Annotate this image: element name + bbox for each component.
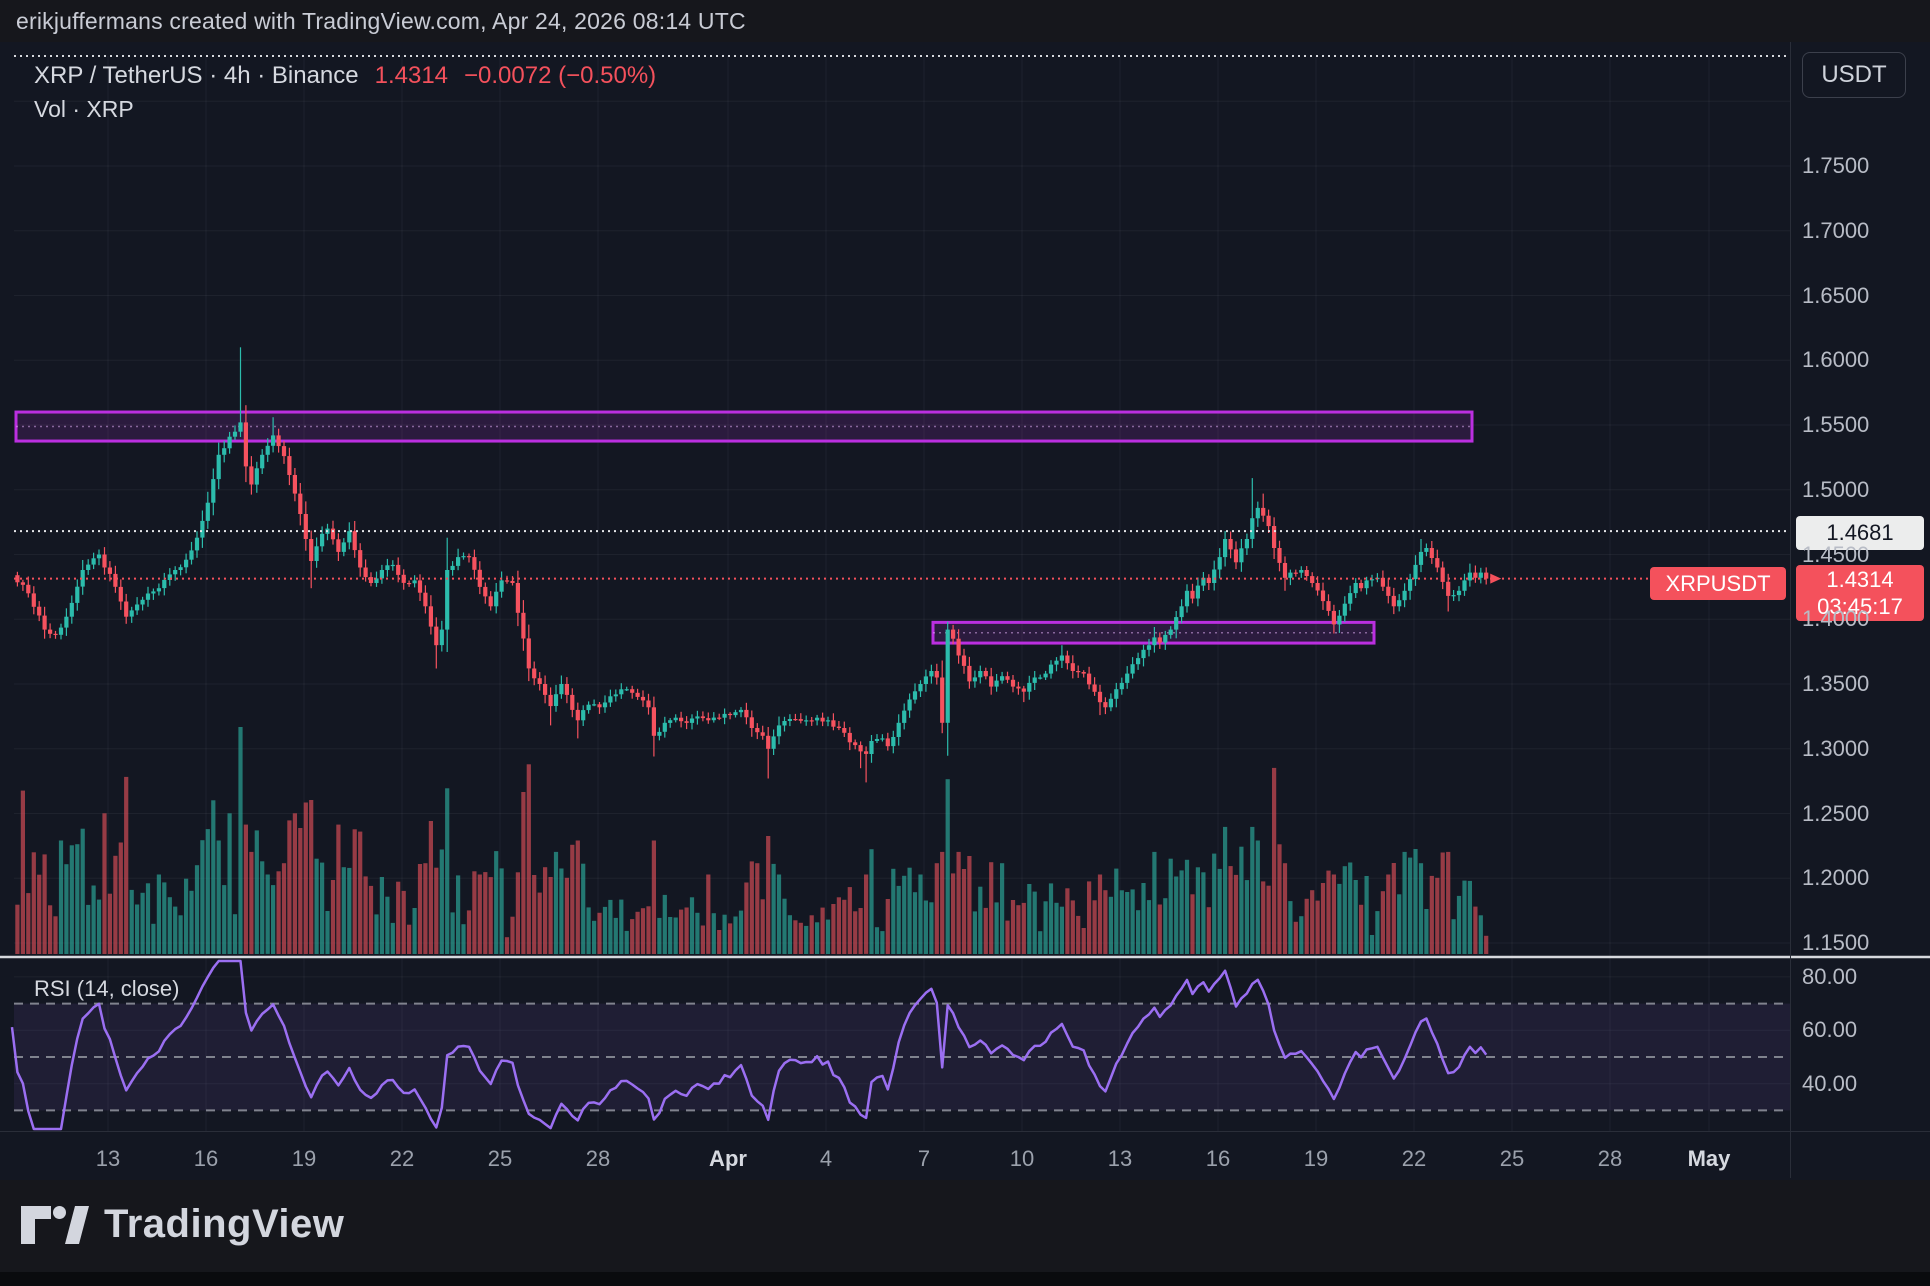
price-scale-label: 1.2000 [1802, 865, 1870, 891]
last-price-value: 1.4314 [374, 62, 449, 89]
time-axis-label: 25 [487, 1146, 513, 1171]
time-axis-label: 25 [1499, 1146, 1525, 1171]
currency-toggle-button[interactable]: USDT [1802, 52, 1906, 98]
time-axis-label: 22 [389, 1146, 415, 1171]
time-axis-label: 28 [1597, 1146, 1623, 1171]
price-scale-label: 1.6000 [1802, 347, 1870, 373]
last-price-marker-value: 1.4314 [1826, 567, 1894, 592]
time-axis-label: 13 [95, 1146, 121, 1171]
price-scale-label: 1.7000 [1802, 217, 1870, 243]
time-axis-label: 10 [1009, 1146, 1035, 1171]
symbol-legend[interactable]: XRP / TetherUS · 4h · Binance 1.4314 −0.… [34, 62, 656, 90]
price-scale-label: 1.5500 [1802, 412, 1870, 437]
rsi-scale-label: 40.00 [1802, 1070, 1858, 1096]
time-axis-label: 28 [585, 1146, 611, 1171]
price-marker-white: 1.4681 [1796, 516, 1924, 550]
price-scale-label: 1.3000 [1802, 735, 1870, 761]
tradingview-wordmark: TradingView [104, 1202, 345, 1246]
time-axis-label: 22 [1401, 1146, 1427, 1171]
time-axis-label: 16 [1205, 1146, 1231, 1171]
rsi-scale-label: 60.00 [1802, 1017, 1858, 1043]
price-scale-label: 1.6500 [1802, 282, 1870, 308]
last-price-arrow-icon [1490, 573, 1502, 584]
volume-bars [15, 727, 1489, 955]
drawing-rectangle[interactable] [14, 410, 1474, 443]
price-scale-label: 1.3500 [1802, 671, 1870, 696]
rsi-line [10, 959, 1488, 1131]
time-axis-label: 7 [917, 1146, 931, 1171]
footer: TradingView [0, 1180, 1930, 1272]
last-price-symbol-tag: XRPUSDT [1650, 567, 1786, 600]
candles [15, 347, 1489, 783]
last-price-marker: 1.4314 03:45:17 [1796, 565, 1924, 621]
symbol-title[interactable]: XRP / TetherUS · 4h · Binance [34, 62, 359, 89]
time-axis-label: Apr [709, 1146, 747, 1171]
price-change-value: −0.0072 (−0.50%) [464, 62, 657, 89]
attribution-text: erikjuffermans created with TradingView.… [16, 8, 746, 34]
time-axis-label: 19 [291, 1146, 317, 1171]
grid [14, 56, 1790, 1131]
volume-indicator-legend[interactable]: Vol · XRP [34, 96, 134, 122]
tradingview-logo-icon [21, 1205, 89, 1244]
time-axis-label: May [1687, 1146, 1731, 1171]
time-axis-label: 13 [1107, 1146, 1133, 1171]
time-axis-label: 16 [193, 1146, 219, 1171]
rsi-scale-label: 80.00 [1802, 963, 1858, 989]
price-scale-label: 1.5000 [1802, 476, 1870, 502]
bottom-strip [0, 1272, 1930, 1286]
attribution-bar: erikjuffermans created with TradingView.… [0, 0, 1930, 42]
tradingview-brand-link[interactable]: TradingView [20, 1202, 344, 1247]
time-axis-label: 19 [1303, 1146, 1329, 1171]
bar-countdown: 03:45:17 [1817, 594, 1903, 619]
price-scale-label: 1.7500 [1802, 153, 1870, 178]
price-scale-label: 1.4000 [1802, 606, 1870, 632]
chart-area[interactable]: XRP / TetherUS · 4h · Binance 1.4314 −0.… [0, 42, 1930, 1180]
price-scale-label: 1.2500 [1802, 800, 1870, 826]
time-axis-label: 4 [819, 1146, 833, 1171]
price-scale-label: 1.1500 [1802, 930, 1870, 955]
price-scale-label: 1.4500 [1802, 541, 1870, 567]
rsi-indicator-legend[interactable]: RSI (14, close) [34, 976, 180, 1001]
price-chart-canvas[interactable] [0, 42, 1930, 1180]
